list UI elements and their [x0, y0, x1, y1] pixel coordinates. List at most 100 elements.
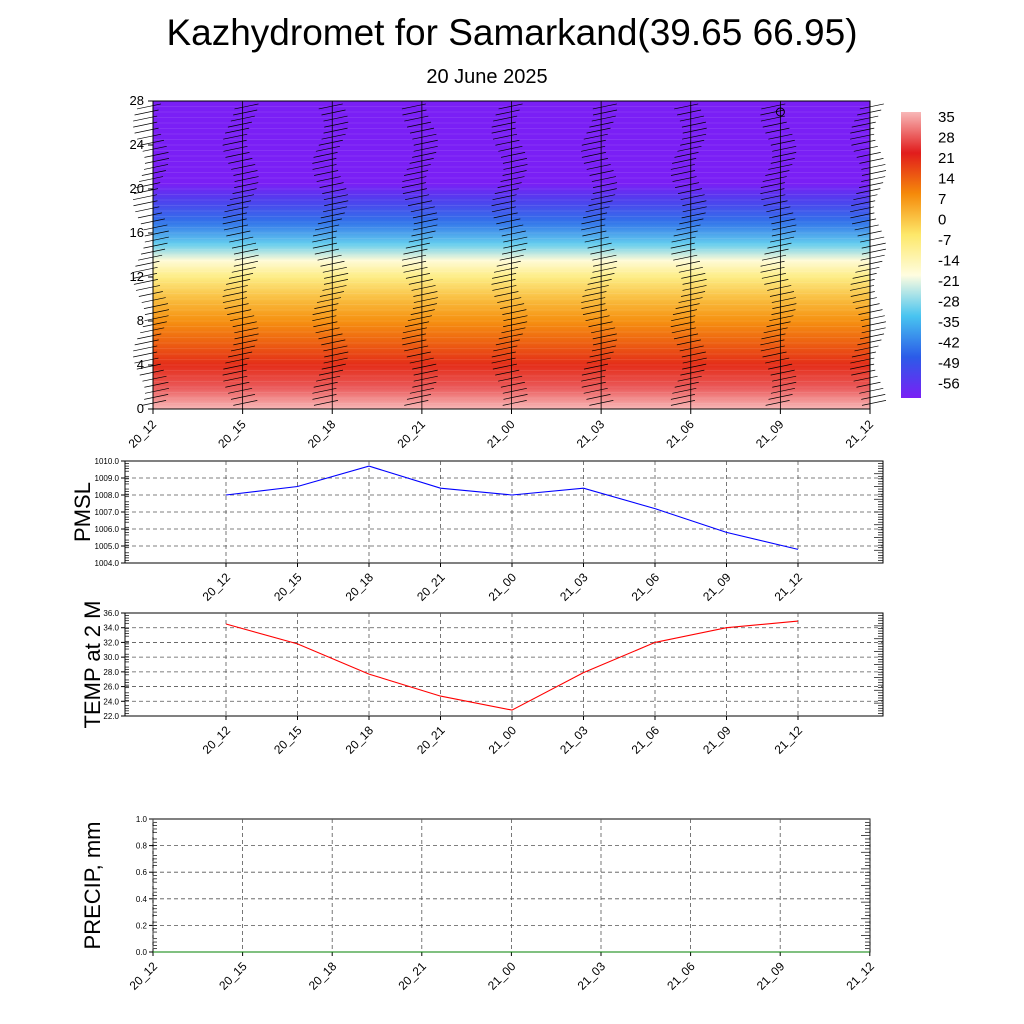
wind-barb [854, 224, 879, 231]
wind-barb [136, 363, 161, 370]
y-axis-title: TEMP at 2 M [80, 601, 105, 729]
wind-barb [770, 158, 795, 164]
wind-barb [138, 176, 164, 182]
wind-barb [583, 387, 608, 394]
wind-barb [225, 381, 250, 388]
wind-barb [407, 315, 432, 322]
wind-barb [233, 248, 259, 255]
y-axis-title: PMSL [70, 482, 95, 542]
wind-barb [501, 230, 526, 237]
wind-barb [497, 182, 522, 188]
wind-barb [317, 218, 342, 225]
colorbar-label: -42 [938, 335, 960, 352]
colorbar-label: -35 [938, 314, 960, 331]
wind-barb [320, 212, 345, 219]
wind-barb [581, 152, 606, 158]
wind-barb [412, 303, 437, 309]
wind-barb [769, 212, 794, 219]
x-tick-label: 20_18 [306, 959, 340, 993]
wind-barb [771, 230, 796, 237]
wind-barb [586, 357, 611, 364]
wind-barb [672, 176, 697, 182]
wind-barb [675, 303, 700, 309]
wind-barb [856, 152, 881, 158]
wind-barb [677, 188, 703, 194]
wind-barb [312, 242, 337, 249]
wind-barb [591, 345, 617, 352]
wind-barb [411, 285, 436, 291]
wind-barb [407, 200, 433, 207]
wind-barb [763, 200, 788, 207]
wind-barb [679, 345, 704, 352]
wind-barb [314, 248, 339, 255]
y-tick-label: 28.0 [103, 668, 119, 677]
wind-barb [492, 285, 517, 291]
wind-barb [762, 351, 787, 358]
wind-barb [402, 176, 427, 182]
wind-barb [228, 351, 253, 358]
y-tick-label: 8 [137, 313, 144, 328]
wind-barb [319, 182, 344, 188]
colorbar-label: -21 [938, 273, 960, 290]
wind-barb [230, 315, 255, 322]
wind-barb [500, 381, 525, 388]
wind-barb [233, 260, 258, 267]
wind-barb [226, 279, 251, 285]
wind-barb [761, 254, 787, 261]
y-tick-label: 1006.0 [95, 525, 120, 534]
wind-barb [223, 363, 248, 370]
wind-barb [402, 327, 427, 334]
wind-barb [674, 152, 699, 158]
wind-barb [315, 327, 340, 334]
x-tick-label: 20_12 [200, 570, 234, 604]
wind-barb [681, 212, 706, 219]
wind-barb [229, 194, 255, 201]
y-tick-label: 34.0 [103, 624, 119, 633]
wind-barb [144, 152, 169, 158]
wind-barb [323, 345, 348, 352]
wind-barb [317, 254, 342, 261]
wind-barb [762, 176, 787, 182]
wind-barb [406, 164, 431, 170]
wind-barb [412, 212, 438, 219]
wind-barb [761, 333, 786, 340]
y-tick-label: 4 [137, 357, 144, 372]
wind-barb [495, 369, 520, 376]
wind-barb [314, 303, 339, 309]
y-tick-label: 0.0 [136, 948, 148, 957]
wind-barb [321, 109, 346, 116]
wind-barb [671, 236, 696, 243]
wind-barb [861, 176, 886, 182]
colorbar-label: -14 [938, 253, 960, 270]
wind-barb [590, 273, 615, 279]
x-tick-label: 20_18 [343, 570, 377, 604]
x-tick-label: 20_15 [215, 417, 249, 451]
wind-barb [593, 260, 618, 267]
wind-barb [144, 315, 169, 322]
wind-barb [861, 400, 887, 406]
colorbar-ramp [901, 112, 921, 398]
wind-barb [585, 206, 610, 213]
wind-barb [144, 230, 169, 237]
wind-barb [406, 351, 431, 358]
wind-barb [680, 194, 705, 201]
wind-barb [766, 206, 791, 213]
wind-barb [767, 285, 792, 291]
y-tick-label: 32.0 [103, 638, 119, 647]
wind-barb [226, 230, 251, 237]
wind-barb [592, 109, 618, 116]
wind-barb [592, 266, 617, 273]
wind-barb [232, 321, 257, 328]
wind-barb [135, 260, 160, 267]
wind-barb [136, 133, 162, 140]
wind-barb [143, 303, 169, 309]
wind-barb [318, 103, 343, 110]
wind-barb [767, 242, 792, 249]
wind-barb [498, 145, 523, 152]
wind-barb [323, 115, 348, 122]
wind-barb [860, 254, 885, 261]
wind-barb [770, 236, 795, 243]
x-tick-label: 21_03 [557, 570, 591, 604]
wind-barb [761, 194, 786, 201]
wind-barb [583, 363, 609, 370]
